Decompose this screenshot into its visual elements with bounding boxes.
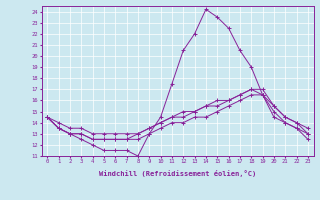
X-axis label: Windchill (Refroidissement éolien,°C): Windchill (Refroidissement éolien,°C) [99, 170, 256, 177]
